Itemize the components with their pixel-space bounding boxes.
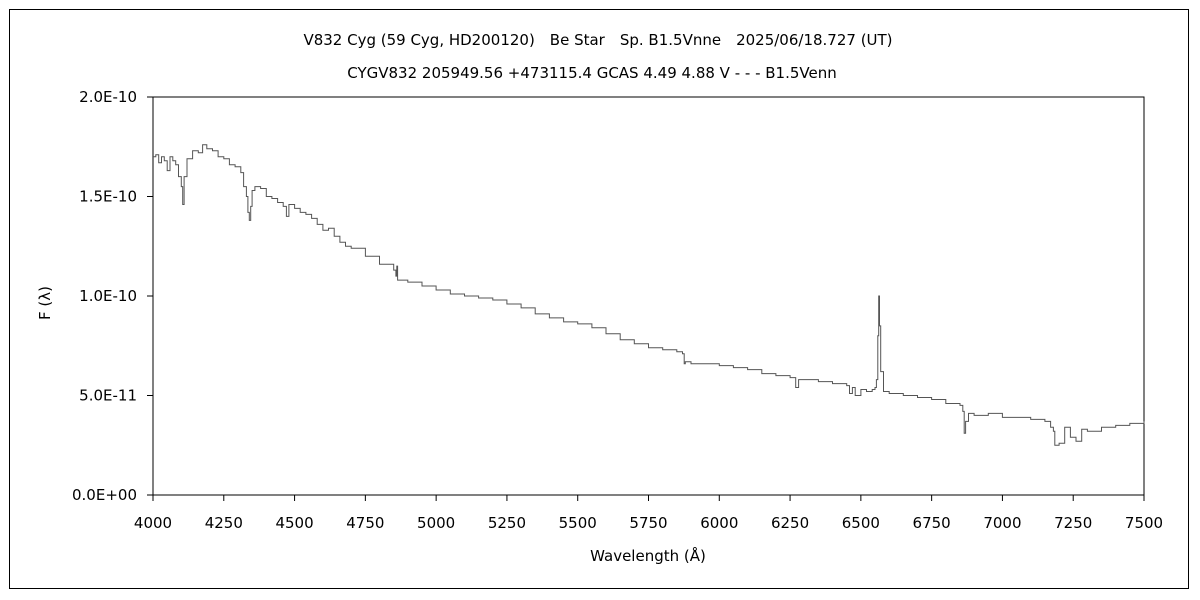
- spectrum-series-line: [153, 144, 1145, 446]
- x-tick-label: 7500: [1125, 514, 1163, 532]
- y-axis-label: F (λ): [36, 286, 54, 320]
- y-axis: 0.0E+00 5.0E-11 1.0E-10 1.5E-10 2.0E-10: [72, 88, 153, 504]
- x-tick-label: 5250: [488, 514, 526, 532]
- chart-subtitle: CYGV832 205949.56 +473115.4 GCAS 4.49 4.…: [347, 64, 837, 82]
- y-tick-label: 0.0E+00: [72, 486, 137, 504]
- x-tick-label: 6750: [913, 514, 951, 532]
- x-tick-label: 7250: [1054, 514, 1092, 532]
- y-tick-label: 2.0E-10: [79, 88, 137, 106]
- y-tick-label: 5.0E-11: [79, 387, 137, 405]
- x-tick-label: 7000: [983, 514, 1021, 532]
- x-tick-label: 4250: [205, 514, 243, 532]
- x-tick-label: 4000: [134, 514, 172, 532]
- x-axis-label: Wavelength (Å): [590, 546, 706, 565]
- x-tick-label: 5000: [417, 514, 455, 532]
- chart-frame: [9, 9, 1189, 589]
- x-tick-label: 6000: [700, 514, 738, 532]
- x-tick-label: 6500: [842, 514, 880, 532]
- x-tick-label: 5750: [629, 514, 667, 532]
- x-tick-label: 6250: [771, 514, 809, 532]
- x-tick-label: 5500: [559, 514, 597, 532]
- y-tick-label: 1.5E-10: [79, 188, 137, 206]
- x-tick-label: 4750: [346, 514, 384, 532]
- y-tick-label: 1.0E-10: [79, 287, 137, 305]
- chart-title: V832 Cyg (59 Cyg, HD200120) Be Star Sp. …: [303, 31, 892, 49]
- plot-area: [152, 96, 1145, 496]
- x-axis: 4000 4250 4500 4750 5000 5250 5500 5750 6000 6250…: [134, 495, 1163, 532]
- x-tick-label: 4500: [275, 514, 313, 532]
- series-layer: [153, 144, 1145, 446]
